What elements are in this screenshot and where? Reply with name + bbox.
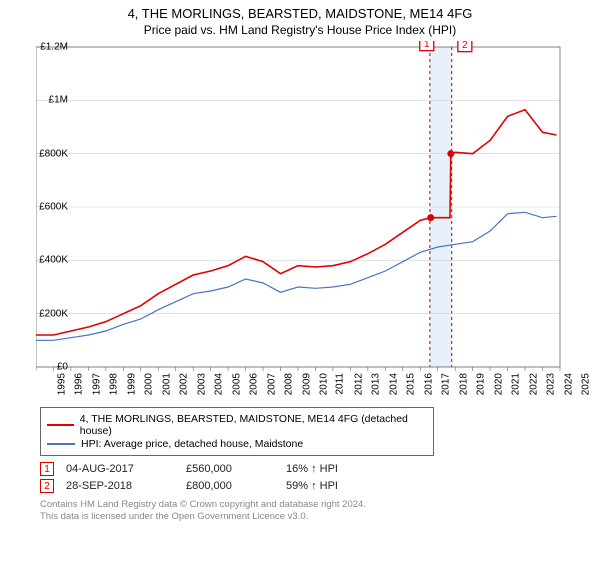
legend-item: HPI: Average price, detached house, Maid…: [47, 438, 427, 450]
chart-container: 4, THE MORLINGS, BEARSTED, MAIDSTONE, ME…: [0, 6, 600, 566]
x-axis-label: 2011: [335, 373, 346, 395]
x-axis-label: 2021: [510, 373, 521, 395]
x-axis-label: 2023: [545, 373, 556, 395]
x-axis-label: 2001: [161, 373, 172, 395]
x-axis-label: 2005: [231, 373, 242, 395]
x-axis-label: 1995: [56, 373, 67, 395]
x-axis-label: 2000: [144, 373, 155, 395]
legend: 4, THE MORLINGS, BEARSTED, MAIDSTONE, ME…: [40, 407, 434, 456]
legend-item: 4, THE MORLINGS, BEARSTED, MAIDSTONE, ME…: [47, 413, 427, 437]
transaction-date: 04-AUG-2017: [66, 463, 186, 475]
x-axis-label: 2013: [371, 373, 382, 395]
y-axis-label: £600K: [39, 202, 68, 213]
transaction-price: £560,000: [186, 463, 286, 475]
footer-attribution: Contains HM Land Registry data © Crown c…: [40, 499, 600, 524]
x-axis-label: 2008: [283, 373, 294, 395]
chart-svg: 12: [36, 41, 596, 401]
y-axis-label: £200K: [39, 308, 68, 319]
x-axis-label: 2003: [196, 373, 207, 395]
transaction-pct: 16% ↑ HPI: [286, 463, 386, 475]
x-axis-label: 2014: [388, 373, 399, 395]
transaction-table: 1 04-AUG-2017£560,00016% ↑ HPI 2 28-SEP-201…: [40, 462, 600, 493]
x-axis-label: 2012: [353, 373, 364, 395]
x-axis-label: 1996: [74, 373, 85, 395]
x-axis-label: 2018: [458, 373, 469, 395]
y-axis-label: £0: [57, 362, 68, 373]
x-axis-label: 1998: [109, 373, 120, 395]
x-axis-label: 2002: [179, 373, 190, 395]
svg-text:1: 1: [424, 41, 430, 50]
footer-line-2: This data is licensed under the Open Gov…: [40, 511, 600, 523]
transaction-pct: 59% ↑ HPI: [286, 480, 386, 492]
legend-label: HPI: Average price, detached house, Maid…: [81, 438, 303, 450]
footer-line-1: Contains HM Land Registry data © Crown c…: [40, 499, 600, 511]
chart-area: 12 £0£200K£400K£600K£800K£1M£1.2M1995199…: [36, 41, 596, 401]
x-axis-label: 2017: [441, 373, 452, 395]
chart-subtitle: Price paid vs. HM Land Registry's House …: [0, 23, 600, 37]
x-axis-label: 2006: [248, 373, 259, 395]
x-axis-label: 2010: [318, 373, 329, 395]
y-axis-label: £400K: [39, 255, 68, 266]
x-axis-label: 2019: [475, 373, 486, 395]
chart-title: 4, THE MORLINGS, BEARSTED, MAIDSTONE, ME…: [0, 6, 600, 21]
x-axis-label: 2004: [213, 373, 224, 395]
svg-text:2: 2: [462, 41, 468, 51]
legend-swatch: [47, 443, 75, 445]
y-axis-label: £1M: [49, 95, 68, 106]
transaction-date: 28-SEP-2018: [66, 480, 186, 492]
x-axis-label: 1999: [126, 373, 137, 395]
x-axis-label: 2007: [266, 373, 277, 395]
x-axis-label: 2020: [493, 373, 504, 395]
x-axis-label: 2015: [406, 373, 417, 395]
x-axis-label: 2022: [528, 373, 539, 395]
legend-swatch: [47, 424, 74, 426]
y-axis-label: £1.2M: [40, 42, 68, 53]
x-axis-label: 1997: [91, 373, 102, 395]
transaction-row: 1 04-AUG-2017£560,00016% ↑ HPI: [40, 462, 600, 476]
x-axis-label: 2024: [563, 373, 574, 395]
transaction-row: 2 28-SEP-2018£800,00059% ↑ HPI: [40, 479, 600, 493]
transaction-price: £800,000: [186, 480, 286, 492]
x-axis-label: 2025: [580, 373, 591, 395]
y-axis-label: £800K: [39, 148, 68, 159]
x-axis-label: 2016: [423, 373, 434, 395]
transaction-marker: 1: [40, 462, 54, 476]
legend-label: 4, THE MORLINGS, BEARSTED, MAIDSTONE, ME…: [80, 413, 427, 437]
x-axis-label: 2009: [301, 373, 312, 395]
transaction-marker: 2: [40, 479, 54, 493]
